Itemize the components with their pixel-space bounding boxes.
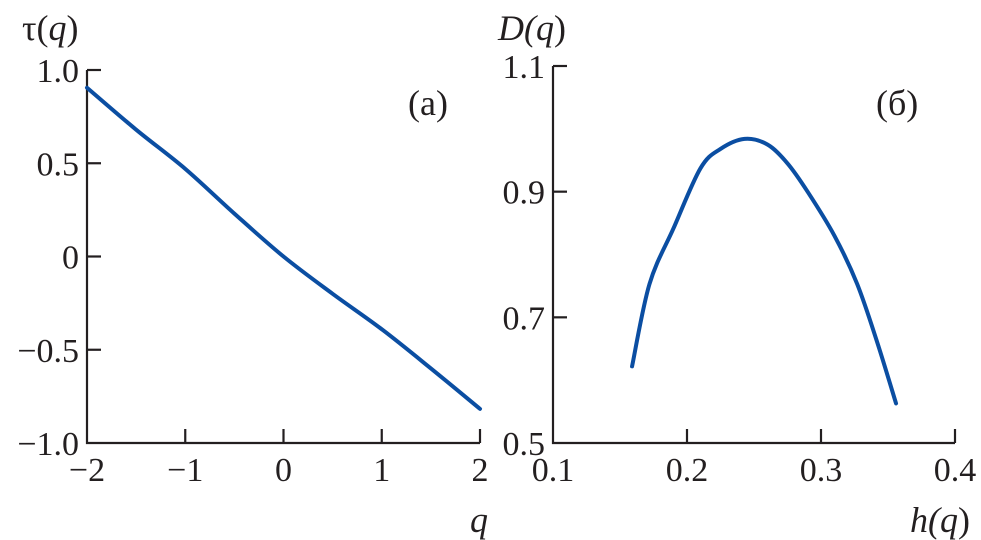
y-axis-label: D(q) (497, 8, 566, 48)
x-label-var: q (940, 500, 958, 540)
x-tick-label: 0.2 (666, 452, 709, 489)
y-tick-label: −1.0 (17, 426, 79, 463)
y-label-close: ) (66, 8, 78, 48)
y-tick-label: 0.5 (503, 426, 546, 463)
y-tick-label: 0 (62, 240, 79, 277)
axes (85, 70, 480, 445)
data-line (630, 136, 899, 406)
panel-label: (а) (408, 83, 448, 123)
y-label-main: τ( (22, 8, 48, 48)
x-tick-label: 1 (373, 452, 390, 489)
x-tick-label: 0.1 (532, 452, 575, 489)
y-label-var: q (536, 8, 554, 48)
x-tick-label: 0.4 (934, 452, 977, 489)
y-label-var: q (48, 8, 66, 48)
x-tick-label: 0.3 (800, 452, 843, 489)
x-tick-label: −2 (69, 452, 105, 489)
y-tick-label: 0.7 (503, 300, 546, 337)
y-tick-label: 0.5 (37, 146, 80, 183)
data-line (85, 85, 482, 411)
x-axis-label: q (470, 500, 488, 540)
x-tick-label: −1 (167, 452, 203, 489)
y-tick-label: −0.5 (17, 333, 79, 370)
panel-a: −1.0−0.500.51.0−2 −1 0 1 2(а)τ(q)q (17, 8, 488, 540)
y-axis-label: τ(q) (22, 8, 78, 48)
y-tick-label: 1.1 (503, 49, 546, 86)
y-tick-label: 1.0 (37, 53, 80, 90)
x-label-close: ) (958, 500, 970, 540)
y-tick-label: 0.9 (503, 175, 546, 212)
x-tick-label: 2 (472, 452, 489, 489)
x-label-main: h( (910, 500, 942, 540)
y-label-close: ) (554, 8, 566, 48)
panel-b: 0.50.70.91.10.1 0.2 0.3 0.4(б)D(q)h(q) (497, 8, 976, 540)
x-tick-label: 0 (275, 452, 292, 489)
panel-label: (б) (876, 83, 918, 123)
y-label-main: D( (497, 8, 538, 48)
x-axis-label: h(q) (910, 500, 970, 540)
